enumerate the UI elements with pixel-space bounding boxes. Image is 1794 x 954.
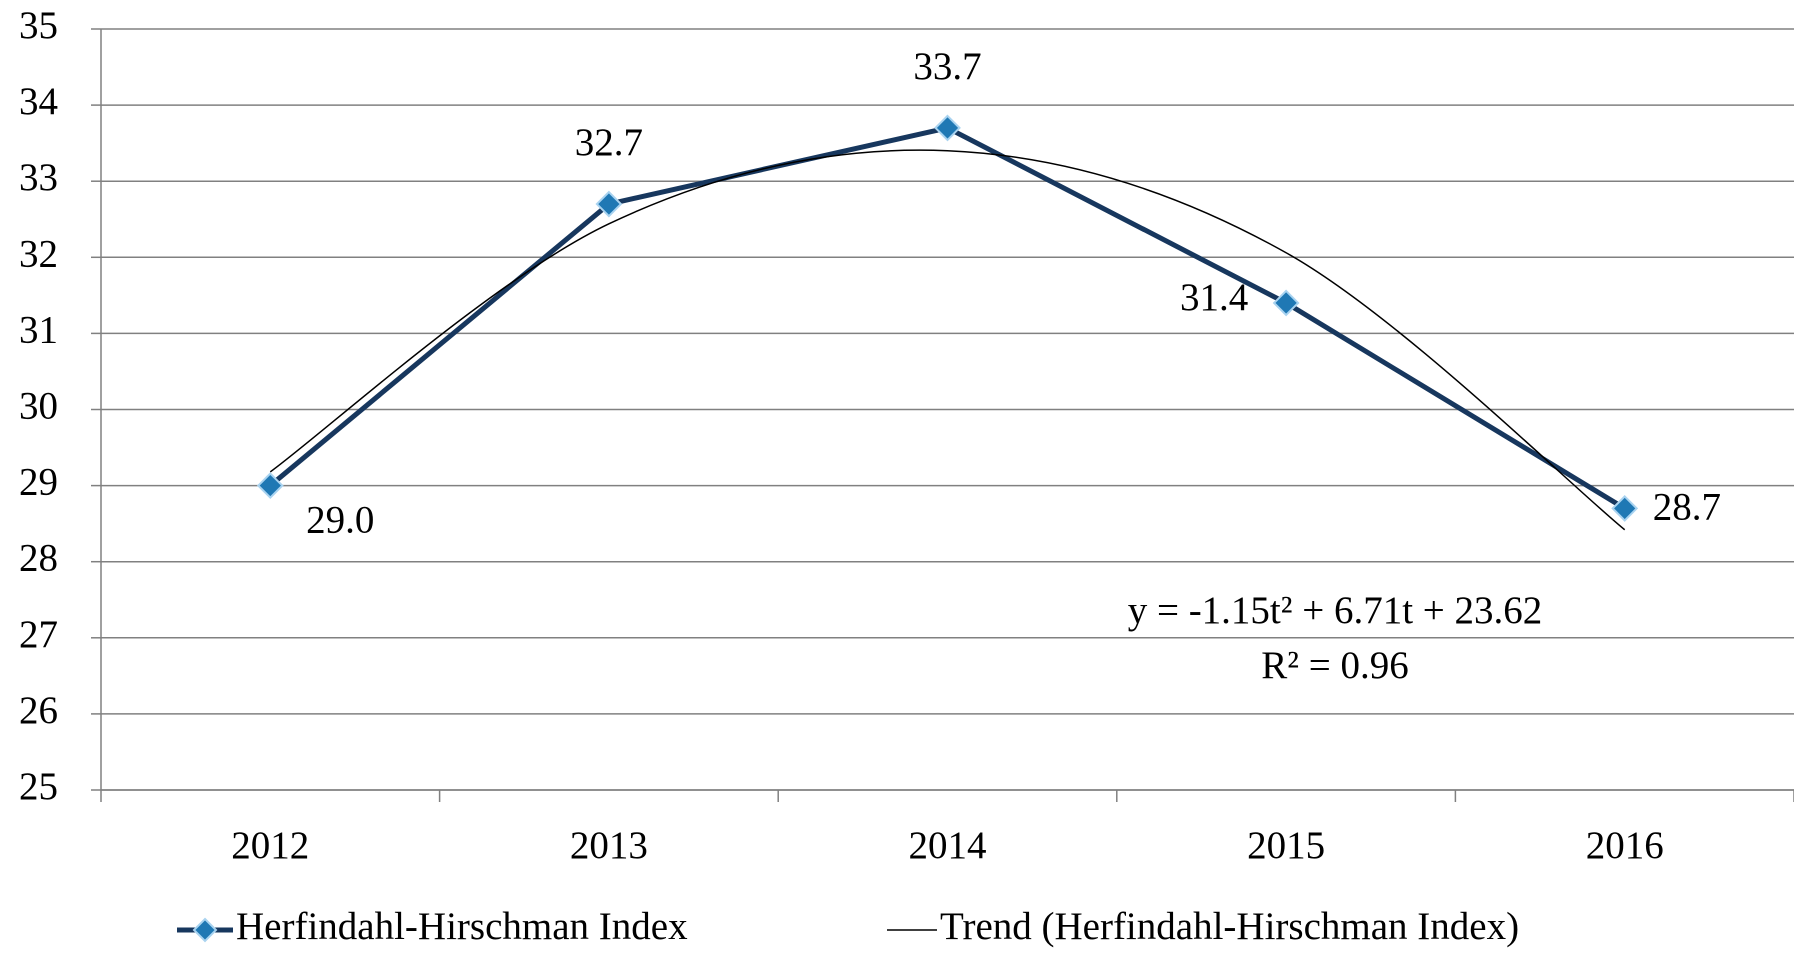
legend-label: Trend (Herfindahl-Hirschman Index) [940,905,1519,948]
trend-r-squared: R² = 0.96 [1261,644,1408,687]
y-tick-label: 31 [19,308,58,351]
data-label: 33.7 [913,45,981,88]
data-label: 28.7 [1653,485,1721,528]
y-tick-label: 33 [19,156,58,199]
x-tick-label: 2013 [570,824,648,867]
trend-line [269,149,1626,531]
y-tick-label: 27 [19,613,58,656]
y-tick-label: 28 [19,537,58,580]
legend-label: Herfindahl-Hirschman Index [236,905,688,948]
x-tick-label: 2016 [1586,824,1664,867]
x-tick-label: 2012 [231,824,309,867]
x-tick-label: 2015 [1247,824,1325,867]
y-tick-label: 35 [19,4,58,47]
series-line [268,125,1626,511]
marker [595,190,623,218]
data-label: 32.7 [575,121,643,164]
y-tick-label: 25 [19,765,58,808]
marker [934,114,961,142]
marker [1611,495,1639,522]
y-tick-label: 30 [19,384,58,427]
x-tick-label: 2014 [909,824,987,867]
marker [256,472,284,500]
y-tick-label: 34 [19,80,58,123]
data-label: 29.0 [306,499,374,542]
data-label: 31.4 [1180,276,1248,319]
marker [1272,289,1300,317]
y-tick-label: 29 [19,461,58,504]
y-tick-label: 32 [19,232,58,275]
y-tick-label: 26 [19,689,58,732]
trend-equation: y = -1.15t² + 6.71t + 23.62 [1128,589,1543,632]
legend-marker [192,917,218,943]
